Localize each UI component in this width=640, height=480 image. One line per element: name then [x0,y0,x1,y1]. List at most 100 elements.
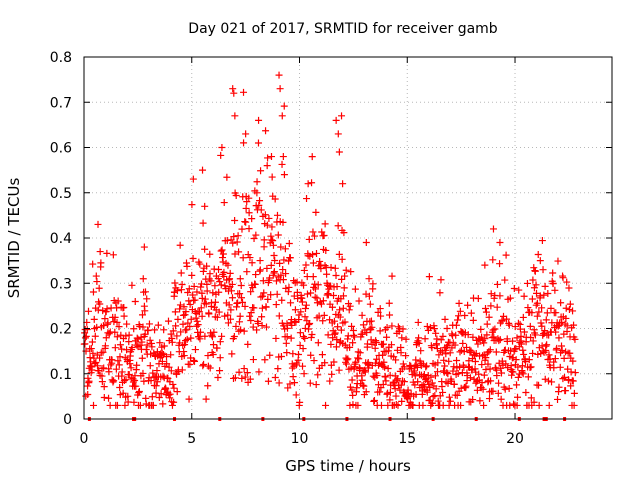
data-point [559,375,567,383]
data-point [262,323,270,331]
data-point [260,289,268,297]
data-point [376,388,384,396]
data-point [247,317,255,325]
data-point [505,321,513,329]
data-point [514,319,522,327]
data-point [461,311,469,319]
data-point [481,261,489,269]
data-point [219,250,227,258]
data-point [522,388,530,396]
data-point [88,366,96,374]
data-point [354,401,362,409]
data-point [242,218,250,226]
data-point [429,393,437,401]
data-point [554,395,562,403]
data-point [303,273,311,281]
data-point [230,333,238,341]
data-point [158,357,166,365]
data-point [535,308,543,316]
data-point [510,285,518,292]
data-point [487,302,495,310]
data-point [91,332,99,340]
data-point [453,391,461,399]
data-point [545,401,553,409]
data-point [81,340,89,348]
data-point [143,341,151,349]
data-point [197,283,205,291]
data-point [198,312,206,320]
data-point [544,377,552,385]
data-point [319,297,327,305]
data-point [358,376,366,384]
data-point [267,153,275,161]
data-point [152,382,160,390]
data-point [157,390,165,398]
data-point [248,259,256,267]
data-point [268,173,276,181]
data-point [218,332,226,340]
data-point [112,365,120,373]
data-point [186,323,194,331]
data-point [376,327,384,335]
data-point [230,233,238,241]
data-point [344,355,352,363]
data-point [307,334,315,342]
data-point [90,315,98,323]
data-point [183,326,191,334]
data-point [399,360,407,368]
data-point [95,284,103,292]
data-point [569,357,577,365]
data-point [226,275,234,283]
data-point [266,351,274,359]
data-point [498,316,506,324]
data-point [355,355,363,363]
data-point [379,340,387,348]
data-point [555,334,563,342]
data-point [509,368,517,376]
data-point [501,346,509,354]
data-point [210,328,218,336]
data-point [307,289,315,297]
data-point [247,309,255,317]
data-point [379,362,387,370]
data-point [362,239,370,247]
data-point [199,166,207,174]
data-point [280,171,288,179]
data-point [275,312,283,320]
data-point [551,355,559,363]
data-point [300,370,308,378]
data-point [360,382,368,390]
data-point [268,223,276,231]
data-point [482,354,490,362]
data-point [171,288,179,296]
data-point [408,401,416,409]
data-point [215,288,223,296]
data-point [327,282,335,290]
data-point [202,300,210,308]
data-point [81,334,89,342]
data-point [516,325,524,333]
data-point [225,301,233,309]
data-point [184,319,192,327]
data-point [127,364,135,372]
data-point [557,299,565,307]
data-point [258,313,266,321]
data-point [101,342,109,350]
data-point [428,379,436,387]
data-point [164,317,172,325]
axis-ticks: 0 0.1 0.2 0.3 0.4 0.5 0.6 0.7 0.8 0 5 10 15 20 [50,50,612,447]
data-point [502,251,510,259]
data-point [178,366,186,374]
data-point [149,369,157,377]
data-point [349,339,357,347]
data-point [246,312,254,320]
data-point [320,232,328,240]
data-point [393,376,401,384]
data-point [309,251,317,259]
data-point [277,243,285,251]
data-point [322,401,330,409]
data-point [261,211,269,219]
data-point [168,401,176,409]
data-point [563,278,571,286]
data-point [565,306,573,314]
